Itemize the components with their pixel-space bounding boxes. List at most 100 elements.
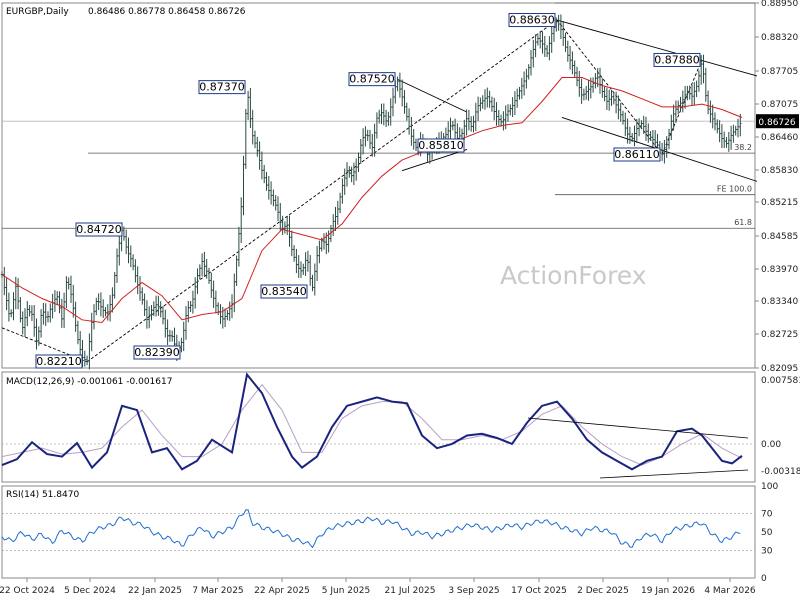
price-bar — [472, 115, 475, 133]
price-bar — [361, 128, 365, 155]
price-bar — [619, 102, 622, 122]
price-label-box — [613, 147, 661, 162]
price-bar — [486, 87, 489, 108]
price-bar — [194, 277, 197, 309]
price-bar — [44, 303, 47, 326]
price-bar — [702, 54, 705, 84]
price-label-box — [653, 52, 701, 67]
rsi-tick-label: 50 — [761, 528, 773, 538]
price-bar — [35, 318, 38, 350]
price-bar — [329, 224, 333, 243]
price-bar — [265, 172, 268, 191]
price-bar — [541, 31, 544, 54]
price-bar — [575, 66, 579, 87]
price-bar — [366, 129, 369, 142]
macd-signal-line — [1, 383, 743, 466]
price-bar — [154, 295, 158, 317]
price-bar — [283, 221, 287, 234]
price-bar — [249, 87, 252, 128]
price-label-box — [198, 80, 246, 95]
price-bar — [355, 158, 358, 181]
price-bar — [7, 292, 11, 322]
price-bar — [23, 308, 27, 337]
price-bar — [375, 112, 379, 139]
price-bar — [688, 85, 691, 100]
price-bar — [309, 254, 312, 286]
price-tick-label: 0.88950 — [761, 0, 798, 9]
price-bar — [341, 178, 344, 204]
price-bar — [187, 301, 190, 323]
trendline-dashed-up — [86, 19, 558, 363]
triangle-lower-line — [401, 148, 468, 172]
price-bar — [610, 90, 613, 106]
price-bar — [716, 119, 719, 134]
price-bar — [161, 306, 165, 325]
price-bar — [389, 98, 392, 126]
current-price-tag-label: 0.86726 — [758, 118, 795, 128]
price-bar — [555, 17, 558, 32]
price-bar — [286, 216, 289, 235]
macd-tick-label: 0.007581 — [761, 376, 800, 386]
price-bar — [495, 102, 498, 126]
price-bar — [157, 295, 160, 316]
price-bar — [297, 255, 300, 278]
price-bar — [343, 168, 346, 195]
price-tick-label: 0.85830 — [761, 166, 798, 176]
level-label: 61.8 — [734, 0, 752, 2]
moving-average-line — [1, 77, 743, 324]
price-bar — [10, 309, 13, 318]
price-bar — [72, 284, 75, 318]
price-bar — [488, 90, 491, 108]
price-bar — [704, 67, 707, 102]
price-bar — [543, 35, 546, 57]
price-bar — [67, 277, 70, 290]
price-tick-label: 0.87075 — [761, 100, 798, 110]
price-bar — [677, 100, 680, 115]
price-bar — [46, 311, 50, 323]
price-bar — [136, 266, 139, 295]
price-bar — [219, 304, 222, 325]
price-bar — [334, 206, 337, 231]
price-bar — [414, 138, 418, 152]
price-bar — [129, 245, 132, 268]
price-bar — [62, 292, 66, 329]
price-bar — [534, 34, 537, 58]
price-label-box — [260, 284, 308, 299]
price-bar — [263, 164, 266, 184]
price-bar — [246, 90, 250, 121]
price-bar — [624, 112, 627, 137]
price-bar — [21, 311, 24, 335]
price-label: 0.83540 — [261, 285, 307, 298]
price-bar — [311, 274, 314, 292]
macd-trendline-lower — [599, 469, 749, 479]
price-bar — [345, 162, 349, 187]
price-bar — [274, 195, 277, 211]
price-label-box — [508, 13, 556, 28]
price-bar — [357, 152, 360, 173]
price-label: 0.87880 — [654, 53, 700, 66]
price-bar — [292, 245, 296, 262]
price-bar — [182, 321, 185, 352]
price-bar — [628, 126, 632, 144]
price-bar — [53, 290, 57, 312]
price-bar — [138, 276, 142, 301]
price-bar — [573, 60, 576, 78]
price-bar — [693, 82, 696, 106]
price-bar — [474, 102, 477, 131]
price-bars — [0, 14, 742, 370]
price-bar — [198, 264, 201, 280]
watermark: ActionForex — [500, 261, 647, 290]
price-bar — [387, 111, 390, 126]
price-bar — [711, 104, 714, 129]
price-bar — [196, 268, 199, 294]
triangle-upper-line — [396, 78, 468, 113]
price-bar — [587, 80, 590, 101]
rsi-tick-label: 70 — [761, 510, 773, 520]
date-tick-label: 7 Mar 2025 — [192, 586, 243, 596]
price-bar — [384, 109, 388, 128]
price-bar — [83, 350, 86, 367]
price-bar — [145, 300, 149, 329]
price-bar — [14, 276, 17, 310]
price-bar — [189, 301, 192, 313]
